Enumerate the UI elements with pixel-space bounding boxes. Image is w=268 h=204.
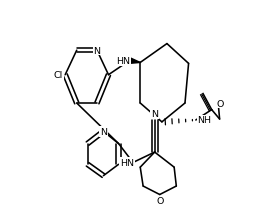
Text: HN: HN	[120, 158, 134, 167]
Text: HN: HN	[116, 57, 130, 66]
Text: O: O	[217, 99, 224, 108]
Text: N: N	[100, 127, 107, 136]
Polygon shape	[129, 58, 140, 64]
Text: O: O	[156, 196, 163, 204]
Text: NH: NH	[197, 116, 211, 125]
Text: N: N	[94, 47, 100, 55]
Text: Cl: Cl	[54, 71, 63, 80]
Text: N: N	[151, 110, 158, 119]
